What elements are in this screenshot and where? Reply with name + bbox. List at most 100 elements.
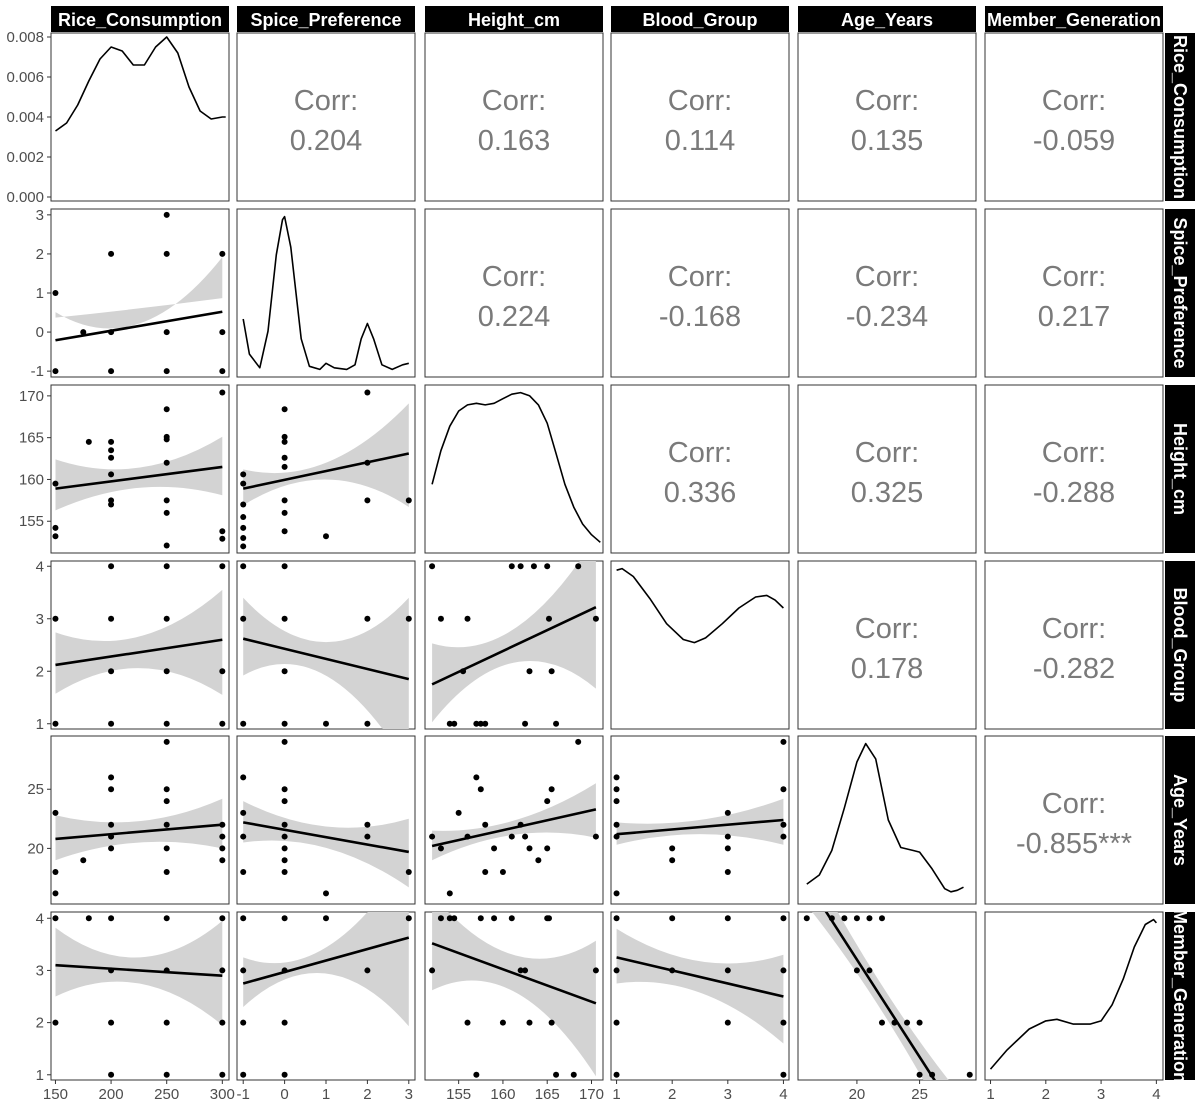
data-point [281, 615, 288, 622]
data-point [163, 406, 170, 413]
data-point [163, 497, 170, 504]
data-point [669, 845, 676, 852]
panel-rice-consumption-spice-preference [236, 32, 416, 202]
panel-height-cm-member-generation [984, 384, 1164, 554]
column-label-rice-consumption: Rice_Consumption [58, 10, 222, 30]
data-point [429, 563, 436, 570]
fit-line-rice-consumption-blood-group [55, 638, 223, 667]
y-tick-label-spice-preference: 1 [36, 285, 44, 302]
data-point [364, 615, 371, 622]
data-point [52, 368, 59, 375]
data-point [904, 1019, 911, 1026]
data-point [878, 1019, 885, 1026]
data-point [482, 821, 489, 828]
data-point [281, 433, 288, 440]
data-point [219, 833, 226, 840]
x-tick-label-spice-preference: -1 [237, 1086, 250, 1103]
panel-age-years-member-generation [984, 735, 1164, 905]
data-point [828, 915, 835, 922]
column-label-age-years: Age_Years [841, 10, 933, 30]
corr-label-rice-consumption-blood-group: Corr: [668, 85, 732, 117]
density-tick-label: 0.004 [6, 109, 44, 126]
data-point [473, 1071, 480, 1078]
data-point [163, 250, 170, 257]
fit-line-blood-group-member-generation [616, 956, 784, 998]
x-tick-label-blood-group: 3 [724, 1086, 732, 1103]
data-point [891, 1019, 898, 1026]
x-tick-label-member-generation: 2 [1042, 1086, 1050, 1103]
data-point [613, 915, 620, 922]
data-point [219, 528, 226, 535]
x-tick-label-height-cm: 155 [446, 1086, 471, 1103]
data-point [548, 1019, 555, 1026]
data-point [446, 720, 453, 727]
row-label-member-generation: Member_Generation [1170, 909, 1190, 1083]
data-point [281, 463, 288, 470]
corr-value-height-cm-blood-group: 0.336 [664, 477, 737, 509]
density-curve-age-years [806, 742, 964, 893]
fit-line-age-years-member-generation [824, 912, 936, 1080]
data-point [108, 250, 115, 257]
data-point [163, 967, 170, 974]
data-point [364, 720, 371, 727]
column-label-member-generation: Member_Generation [987, 10, 1161, 30]
corr-value-spice-preference-age-years: -0.234 [846, 301, 928, 333]
x-tick-label-rice-consumption: 250 [154, 1086, 179, 1103]
data-point [163, 821, 170, 828]
x-tick-label-rice-consumption: 200 [99, 1086, 124, 1103]
column-strip-member-generation [985, 6, 1163, 32]
y-tick-label-height-cm: 170 [19, 388, 44, 405]
data-point [482, 720, 489, 727]
data-point [163, 615, 170, 622]
data-point [508, 833, 515, 840]
data-point [437, 915, 444, 922]
data-point [52, 524, 59, 531]
x-tick-label-member-generation: 3 [1097, 1086, 1105, 1103]
density-curve-spice-preference [242, 215, 409, 371]
fit-line-spice-preference-blood-group [242, 637, 410, 681]
data-point [240, 534, 247, 541]
data-point [52, 890, 59, 897]
data-point [219, 821, 226, 828]
data-point [522, 833, 529, 840]
data-point [553, 1071, 560, 1078]
data-point [429, 833, 436, 840]
x-tick-label-blood-group: 1 [612, 1086, 620, 1103]
data-point [364, 497, 371, 504]
data-point [219, 915, 226, 922]
row-strip-blood-group [1165, 561, 1195, 729]
data-point [613, 774, 620, 781]
data-point [522, 720, 529, 727]
data-point [553, 720, 560, 727]
data-point [929, 1071, 936, 1078]
density-tick-label: 0.006 [6, 69, 44, 86]
data-point [323, 890, 329, 897]
column-strip-blood-group [611, 6, 789, 32]
data-point [592, 833, 599, 840]
data-point [724, 915, 731, 922]
data-point [52, 480, 59, 487]
corr-value-blood-group-age-years: 0.178 [851, 653, 924, 685]
corr-label-spice-preference-member-generation: Corr: [1042, 261, 1106, 293]
data-point [163, 542, 170, 549]
data-point [108, 615, 115, 622]
row-label-rice-consumption: Rice_Consumption [1170, 35, 1190, 199]
density-curve-member-generation [989, 918, 1158, 1070]
data-point [108, 786, 115, 793]
corr-label-age-years-member-generation: Corr: [1042, 788, 1106, 820]
data-point [724, 845, 731, 852]
panel-spice-preference-age-years [797, 208, 977, 378]
data-point [803, 915, 810, 922]
density-curve-rice-consumption [55, 36, 226, 132]
y-tick-label-spice-preference: 3 [36, 207, 44, 224]
data-point [219, 720, 226, 727]
data-point [281, 528, 288, 535]
data-point [219, 1071, 226, 1078]
panel-spice-preference-blood-group [610, 208, 790, 378]
data-point [780, 738, 787, 745]
data-point [163, 459, 170, 466]
column-strip-age-years [798, 6, 976, 32]
data-point [491, 845, 498, 852]
panel-rice-consumption-age-years [797, 32, 977, 202]
data-point [281, 845, 288, 852]
